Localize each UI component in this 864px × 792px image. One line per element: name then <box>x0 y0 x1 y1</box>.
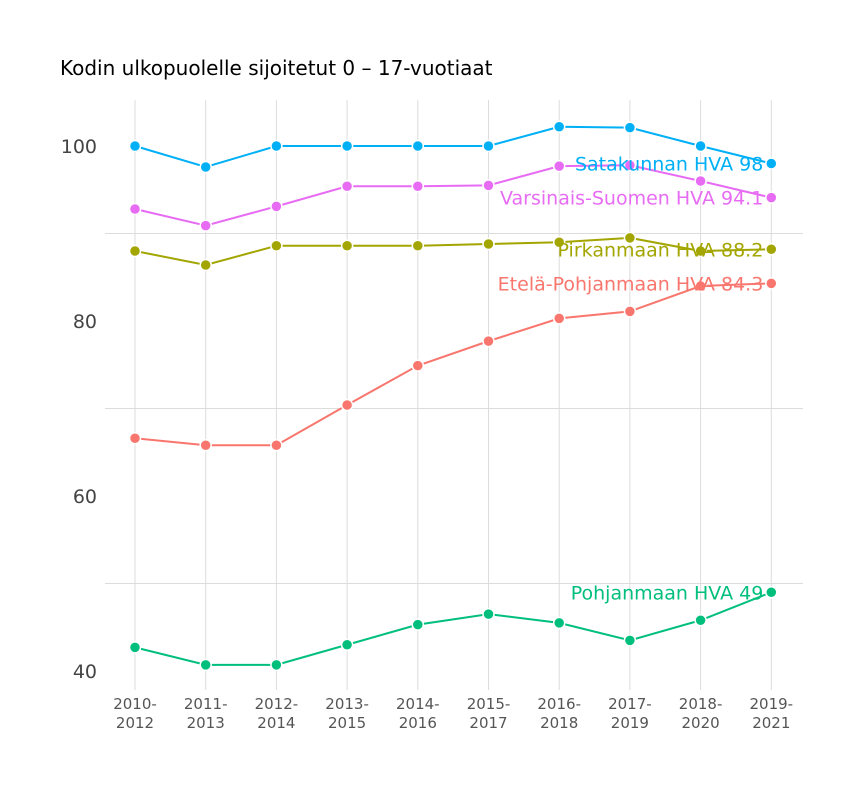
series-label: Satakunnan HVA 98 <box>575 154 763 176</box>
x-tick-label: 2016- <box>537 695 581 713</box>
x-tick-label: 2018- <box>679 695 723 713</box>
data-point <box>199 658 212 672</box>
data-point <box>411 359 425 372</box>
data-point <box>340 139 354 153</box>
data-point <box>270 139 283 153</box>
data-point <box>340 239 354 252</box>
data-point <box>765 277 778 290</box>
data-point <box>482 334 495 348</box>
data-point <box>482 179 495 192</box>
data-point <box>199 160 212 174</box>
data-point <box>482 139 495 153</box>
data-point <box>128 202 142 216</box>
y-tick-label: 60 <box>73 486 97 508</box>
data-point <box>411 239 425 252</box>
x-tick-label: 2020 <box>682 714 720 732</box>
chart-title: Kodin ulkopuolelle sijoitetut 0 – 17-vuo… <box>60 56 493 80</box>
x-tick-label: 2012- <box>255 695 299 713</box>
data-point <box>411 180 425 193</box>
data-point <box>552 312 566 325</box>
data-point <box>694 614 707 627</box>
data-point <box>765 191 778 204</box>
series-label: Etelä-Pohjanmaan HVA 84.3 <box>498 273 764 295</box>
data-point <box>694 279 707 293</box>
data-point <box>128 641 142 654</box>
data-point <box>128 139 142 153</box>
data-point <box>340 398 354 412</box>
data-point <box>552 120 566 133</box>
data-point <box>552 236 566 249</box>
data-point <box>199 439 212 452</box>
x-tick-label: 2010- <box>113 695 157 713</box>
data-point <box>765 157 778 170</box>
y-tick-label: 100 <box>61 136 97 158</box>
data-point <box>270 200 283 213</box>
series-line <box>134 591 772 666</box>
data-point <box>340 180 354 193</box>
data-point <box>482 607 495 621</box>
x-tick-label: 2014 <box>257 714 295 732</box>
data-point <box>694 139 707 153</box>
data-point <box>482 237 495 251</box>
series-line <box>134 125 772 169</box>
data-point <box>623 634 637 647</box>
data-point <box>340 638 354 651</box>
data-point <box>128 432 142 445</box>
data-point <box>694 244 707 258</box>
series-label: Varsinais-Suomen HVA 94.1 <box>500 188 763 210</box>
x-tick-label: 2017 <box>469 714 507 732</box>
x-tick-label: 2018 <box>540 714 578 732</box>
data-point <box>623 159 637 172</box>
series-line <box>134 236 772 267</box>
data-point <box>623 121 637 134</box>
data-point <box>765 243 778 256</box>
x-tick-label: 2015- <box>467 695 511 713</box>
y-tick-label: 80 <box>73 311 97 333</box>
data-point <box>199 219 212 232</box>
x-tick-label: 2016 <box>399 714 437 732</box>
data-point <box>270 239 283 252</box>
series-label: Pirkanmaan HVA 88.2 <box>558 239 764 261</box>
series-label: Pohjanmaan HVA 49 <box>571 582 764 604</box>
data-point <box>623 305 637 318</box>
data-point <box>128 244 142 258</box>
data-point <box>552 616 566 630</box>
x-tick-label: 2014- <box>396 695 440 713</box>
x-tick-label: 2021 <box>752 714 790 732</box>
data-point <box>199 258 212 272</box>
x-tick-label: 2019- <box>750 695 794 713</box>
data-point <box>765 586 778 599</box>
x-tick-label: 2017- <box>608 695 652 713</box>
data-point <box>411 139 425 153</box>
x-tick-label: 2013 <box>187 714 225 732</box>
data-point <box>552 159 566 173</box>
data-point <box>623 231 637 245</box>
series-line <box>134 164 772 227</box>
data-point <box>270 439 283 452</box>
data-point <box>694 174 707 188</box>
x-tick-label: 2012 <box>116 714 154 732</box>
data-point <box>270 658 283 672</box>
y-tick-label: 40 <box>73 661 97 683</box>
x-tick-label: 2019 <box>611 714 649 732</box>
x-tick-label: 2013- <box>325 695 369 713</box>
series-line <box>134 282 772 447</box>
x-tick-label: 2011- <box>184 695 228 713</box>
data-point <box>411 618 425 631</box>
x-tick-label: 2015 <box>328 714 366 732</box>
